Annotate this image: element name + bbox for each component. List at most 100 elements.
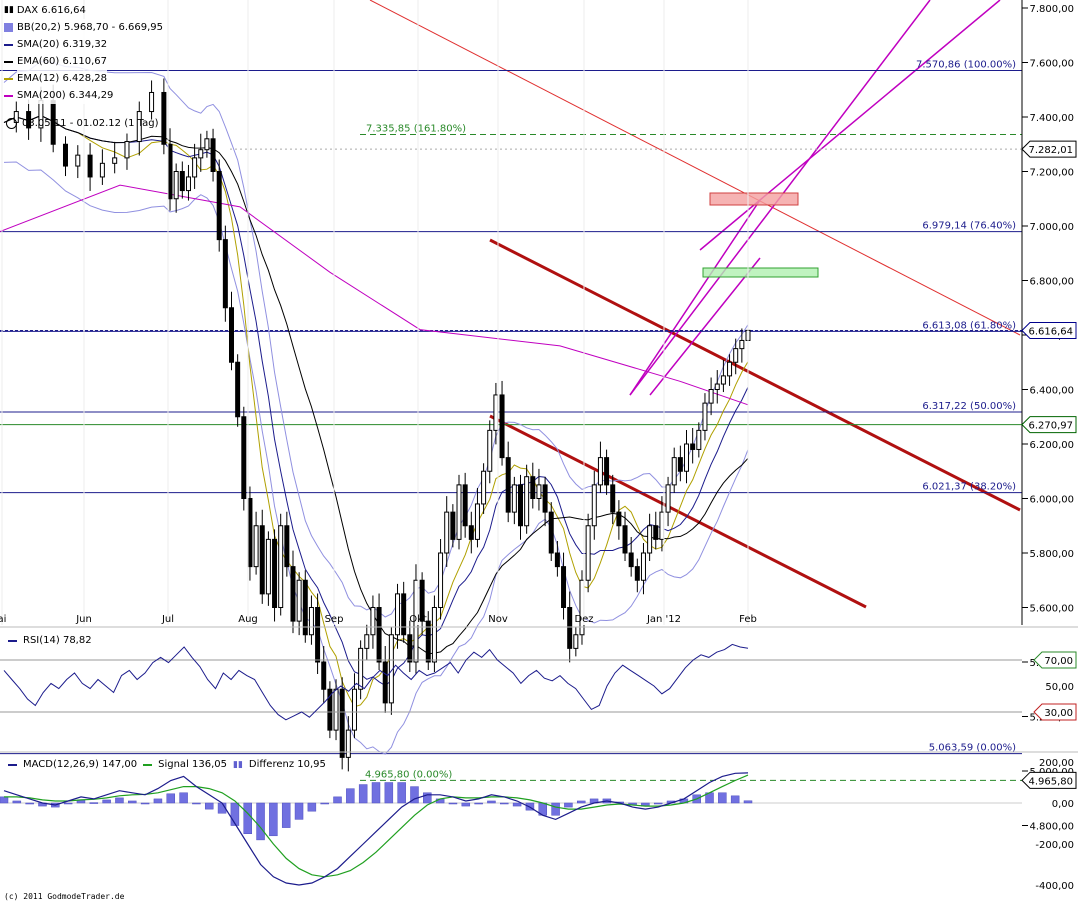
price-marker-shape bbox=[1021, 140, 1077, 158]
macd-histogram-bar bbox=[718, 792, 727, 804]
candle-body bbox=[628, 552, 634, 568]
candle-body bbox=[75, 154, 81, 167]
candle-body bbox=[272, 538, 278, 608]
x-tick-label: Okt bbox=[409, 614, 427, 625]
x-tick-label: Jun bbox=[75, 614, 92, 625]
price-candles bbox=[13, 78, 751, 772]
candle-body bbox=[677, 457, 683, 472]
candle-body bbox=[26, 111, 32, 129]
y-tick-label: 6.000,00 bbox=[1029, 495, 1074, 506]
candle-body bbox=[376, 607, 382, 663]
bb-lower bbox=[3, 161, 749, 755]
candle-body bbox=[665, 484, 671, 513]
fib-extension-label: 7.335,85 (161.80%) bbox=[366, 123, 466, 134]
candle-body bbox=[302, 579, 308, 636]
x-tick-label: Jul bbox=[161, 614, 174, 625]
legend-label: EMA(12) 6.428,28 bbox=[17, 70, 108, 87]
candle-body bbox=[358, 647, 364, 690]
candle-body bbox=[585, 525, 591, 581]
x-tick-label: Sep bbox=[325, 614, 344, 625]
candle-body bbox=[124, 141, 130, 159]
legend-row: EMA(60) 6.110,67 bbox=[4, 53, 163, 70]
macd-histogram-bar bbox=[102, 799, 111, 804]
candle-body bbox=[296, 579, 302, 622]
price-marker-tag: 4.965,80 bbox=[1021, 771, 1077, 789]
rising-wedge-a bbox=[629, 199, 761, 396]
candle-body bbox=[315, 607, 321, 663]
macd-histogram-bar bbox=[653, 802, 663, 805]
candle-body bbox=[401, 593, 407, 636]
macd-histogram-bar bbox=[333, 796, 342, 804]
legend-swatch bbox=[4, 77, 13, 80]
x-tick-label: ai bbox=[0, 614, 6, 625]
candle-body bbox=[149, 91, 155, 113]
legend-swatch bbox=[4, 43, 13, 46]
sma20-line bbox=[3, 115, 749, 687]
macd-histogram-bar bbox=[204, 802, 214, 810]
candle-body bbox=[554, 552, 560, 568]
differenz-legend-label: Differenz 10,95 bbox=[248, 759, 326, 770]
candle-body bbox=[308, 607, 314, 636]
candle-body bbox=[327, 688, 333, 731]
candle-body bbox=[444, 511, 450, 554]
candle-body bbox=[462, 484, 468, 527]
candle-body bbox=[690, 443, 696, 450]
support-zone bbox=[702, 267, 819, 278]
legend-row: BB(20,2) 5.968,70 - 6.669,95 bbox=[4, 19, 163, 36]
candle-body bbox=[714, 383, 720, 390]
candle-body bbox=[524, 476, 530, 527]
y-tick-label: 7.400,00 bbox=[1029, 113, 1074, 124]
fib-extension-label: 4.965,80 (0.00%) bbox=[365, 769, 452, 780]
copyright: (c) 2011 GodmodeTrader.de bbox=[4, 892, 125, 901]
macd-histogram-bar bbox=[320, 802, 329, 805]
price-marker-tag: 6.270,97 bbox=[1021, 416, 1077, 434]
candle-body bbox=[345, 729, 351, 758]
candle-body bbox=[647, 525, 653, 554]
price-marker-tag: 7.282,01 bbox=[1021, 140, 1077, 158]
resistance-line bbox=[369, 0, 1021, 336]
macd-tick-label: 0,00 bbox=[1052, 799, 1074, 810]
candle-body bbox=[99, 162, 105, 178]
macd-histogram-bar bbox=[730, 795, 740, 804]
period-label: 03.05.11 - 01.02.12 (1 Tag) bbox=[6, 118, 158, 129]
candle-body bbox=[351, 688, 357, 731]
macd-histogram-bar bbox=[192, 802, 201, 805]
macd-histogram-bar bbox=[448, 802, 458, 805]
candle-body bbox=[62, 143, 68, 167]
macd-histogram-bar bbox=[230, 802, 240, 826]
y-tick-label: 6.200,00 bbox=[1029, 440, 1074, 451]
candle-body bbox=[339, 688, 345, 758]
candle-body bbox=[548, 511, 554, 554]
rsi-legend: RSI(14) 78,82 bbox=[8, 635, 98, 646]
y-tick-label: 7.000,00 bbox=[1029, 222, 1074, 233]
time-axis: ai Jun Jul Aug Sep Okt Nov Dez Jan '12 Feb bbox=[0, 0, 1078, 753]
rising-wedge-b bbox=[649, 257, 761, 396]
rsi-panel: 70,00 50,00 30,00 bbox=[0, 643, 1077, 721]
rising-channel-lower bbox=[699, 0, 1001, 251]
candle-body bbox=[333, 688, 339, 731]
bars-icon: ▮▮ bbox=[4, 5, 14, 15]
signal-legend-label: Signal 136,05 bbox=[158, 759, 228, 770]
macd-histogram-bar bbox=[474, 802, 483, 805]
legend-label: EMA(60) 6.110,67 bbox=[17, 53, 108, 70]
price-marker-label: 4.965,80 bbox=[1028, 776, 1073, 787]
macd-histogram-bar bbox=[384, 782, 394, 804]
price-marker-shape bbox=[1021, 771, 1077, 789]
candle-body bbox=[597, 457, 603, 486]
legend-rows: BB(20,2) 5.968,70 - 6.669,95 SMA(20) 6.31… bbox=[4, 19, 163, 104]
candle-body bbox=[364, 634, 370, 649]
fib-level-label: 6.317,22 (50.00%) bbox=[922, 401, 1016, 412]
legend-swatch bbox=[4, 60, 13, 63]
candle-body bbox=[696, 429, 702, 450]
candle-body bbox=[204, 138, 210, 151]
rsi-tick-label: 70,00 bbox=[1044, 656, 1073, 667]
macd-histogram-bar bbox=[0, 796, 9, 804]
candle-body bbox=[720, 375, 726, 385]
fib-level-label: 6.979,14 (76.40%) bbox=[922, 221, 1016, 232]
candle-body bbox=[610, 484, 616, 513]
candle-body bbox=[167, 143, 173, 200]
price-axis: 7.800,00 7.600,00 7.400,00 7.200,00 7.000,00… bbox=[1021, 0, 1077, 833]
legend-label: SMA(20) 6.319,32 bbox=[17, 36, 108, 53]
x-tick-label: Jan '12 bbox=[646, 614, 681, 625]
